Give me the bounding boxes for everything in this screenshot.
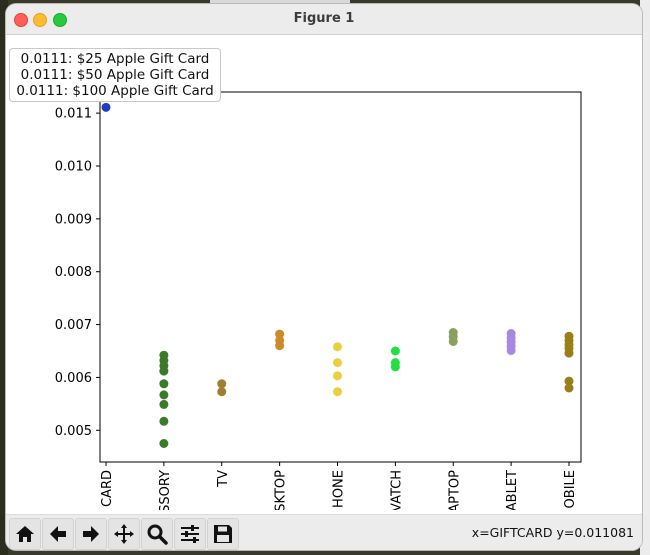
y-tick-label: 0.011 — [55, 107, 92, 122]
navigation-toolbar: x=GIFTCARD y=0.011081 — [6, 514, 642, 550]
annotation-line-1: 0.0111: $25 Apple Gift Card — [20, 51, 210, 67]
x-axis: CARD SSORY TV SKTOP HONE VATCH APTOP ABLET OBILE — [100, 462, 578, 513]
data-point — [275, 341, 285, 351]
arrow-left-icon — [50, 526, 66, 542]
arrow-right-icon — [83, 526, 99, 542]
floppy-disk-icon — [214, 525, 232, 543]
y-tick-label: 0.006 — [55, 371, 92, 386]
y-tick-label: 0.009 — [55, 212, 92, 227]
home-icon — [16, 526, 34, 542]
sliders-icon — [181, 525, 199, 543]
y-tick-label: 0.007 — [55, 318, 92, 333]
data-point — [159, 399, 169, 409]
data-point — [159, 390, 169, 400]
y-tick-label: 0.008 — [55, 265, 92, 280]
data-point — [390, 346, 400, 356]
data-point — [333, 342, 342, 352]
home-button[interactable] — [9, 518, 41, 550]
data-point — [333, 387, 342, 397]
data-point — [448, 336, 458, 346]
close-window-button[interactable] — [14, 13, 28, 27]
hover-annotation: 0.0111: $25 Apple Gift Card 0.0111: $50 … — [9, 48, 221, 102]
desktop-background-right — [640, 0, 650, 555]
magnifier-icon — [147, 524, 168, 545]
data-point — [159, 366, 169, 376]
data-point — [564, 348, 574, 358]
configure-subplots-button[interactable] — [174, 518, 206, 550]
move-icon — [114, 524, 134, 544]
plot-axes-frame — [99, 91, 582, 463]
data-points — [101, 102, 574, 448]
x-tick-label: CARD — [100, 470, 115, 507]
forward-button[interactable] — [75, 518, 107, 550]
zoom-button[interactable] — [141, 518, 173, 550]
x-tick-label: SKTOP — [274, 470, 289, 510]
data-point — [275, 329, 285, 339]
save-button[interactable] — [207, 518, 239, 550]
data-point — [564, 383, 574, 393]
y-tick-label: 0.010 — [55, 160, 92, 175]
figure-canvas[interactable]: 0.005 0.006 0.007 0.008 0.009 0.010 0.011 CARD… — [6, 35, 642, 513]
scatter-plot[interactable]: 0.005 0.006 0.007 0.008 0.009 0.010 0.011 CARD… — [6, 35, 642, 513]
data-point — [506, 345, 516, 355]
back-button[interactable] — [42, 518, 74, 550]
annotation-line-2: 0.0111: $50 Apple Gift Card — [20, 67, 210, 83]
x-tick-label: OBILE — [563, 470, 578, 508]
x-tick-label: SSORY — [158, 470, 173, 510]
pan-button[interactable] — [108, 518, 140, 550]
x-tick-label: VATCH — [389, 470, 404, 510]
data-point — [333, 358, 342, 368]
data-point — [333, 371, 342, 381]
x-tick-label: HONE — [332, 470, 347, 508]
background-window-edge — [210, 0, 350, 6]
data-point — [217, 387, 227, 397]
desktop-background-left — [0, 0, 8, 555]
x-tick-label: ABLET — [505, 470, 520, 510]
cursor-coordinates-readout: x=GIFTCARD y=0.011081 — [471, 525, 634, 540]
figure-window: Figure 1 0.005 0.006 0.007 0.008 0.009 0.010 0… — [6, 4, 642, 550]
zoom-window-button[interactable] — [53, 13, 67, 27]
annotation-line-3: 0.0111: $100 Apple Gift Card — [16, 83, 214, 99]
minimize-window-button[interactable] — [33, 13, 47, 27]
x-tick-label: APTOP — [447, 470, 462, 510]
data-point — [159, 416, 169, 426]
data-point — [564, 376, 574, 386]
window-title: Figure 1 — [293, 11, 355, 26]
data-point — [101, 102, 111, 112]
data-point — [159, 439, 169, 448]
title-bar[interactable]: Figure 1 — [6, 4, 642, 35]
x-tick-label: TV — [216, 470, 231, 488]
y-axis: 0.005 0.006 0.007 0.008 0.009 0.010 0.011 — [55, 107, 100, 439]
data-point — [390, 362, 400, 372]
data-point — [217, 379, 227, 389]
data-point — [159, 379, 169, 389]
y-tick-label: 0.005 — [55, 424, 92, 439]
